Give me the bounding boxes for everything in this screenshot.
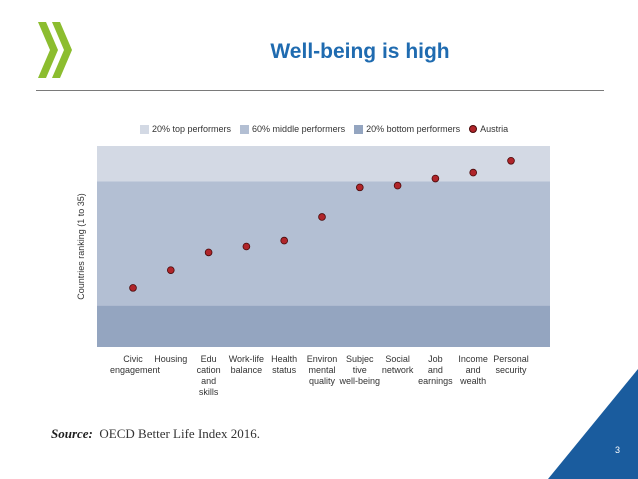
legend-label-1: 60% middle performers: [252, 124, 346, 134]
chart-legend: 20% top performers 60% middle performers 2…: [140, 122, 517, 136]
slide-title: Well-being is high: [270, 40, 450, 63]
chart: Countries ranking (1 to 35): [76, 146, 550, 347]
category-label-6: Subjec tive well-being: [339, 354, 381, 386]
legend-item-3: Austria: [469, 124, 508, 134]
legend-dot-icon: [469, 125, 478, 133]
y-axis-label: Countries ranking (1 to 35): [76, 193, 86, 300]
band-1: [97, 181, 550, 306]
category-label-7: Social network: [381, 354, 414, 375]
austria-point-0: [129, 284, 137, 292]
source-text: OECD Better Life Index 2016.: [99, 426, 261, 441]
category-label-0: Civic engagement: [110, 354, 161, 375]
legend-item-2: 20% bottom performers: [354, 124, 460, 134]
category-label-9: Income and wealth: [458, 354, 488, 386]
page-number: 3: [614, 445, 620, 455]
category-label-8: Job and earnings: [418, 354, 453, 386]
austria-point-7: [393, 181, 402, 190]
austria-point-10: [507, 156, 515, 165]
austria-point-2: [204, 248, 213, 257]
legend-item-0: 20% top performers: [140, 124, 231, 134]
legend-item-1: 60% middle performers: [240, 124, 345, 134]
legend-swatch-2: [354, 124, 364, 134]
austria-point-1: [167, 266, 175, 274]
austria-point-5: [318, 213, 326, 221]
category-label-10: Personal security: [493, 354, 529, 375]
austria-point-9: [469, 168, 478, 177]
title-divider: [36, 90, 604, 91]
legend-label-0: 20% top performers: [152, 124, 232, 134]
category-label-4: Health status: [271, 354, 298, 375]
austria-point-8: [431, 174, 440, 183]
oecd-logo: [38, 22, 72, 78]
austria-point-3: [242, 242, 251, 251]
source-note: Source: OECD Better Life Index 2016.: [51, 426, 260, 442]
legend-swatch-0: [140, 124, 149, 134]
austria-point-4: [280, 236, 289, 245]
legend-swatch-1: [240, 124, 250, 134]
category-label-2: Edu cation and skills: [196, 354, 221, 397]
legend-label-3: Austria: [480, 124, 509, 134]
source-label: Source:: [51, 426, 93, 441]
austria-point-6: [355, 183, 364, 192]
category-label-5: Environ mental quality: [306, 354, 338, 386]
category-label-3: Work-life balance: [228, 354, 265, 375]
band-0: [97, 146, 550, 182]
legend-label-2: 20% bottom performers: [366, 124, 461, 134]
band-2: [97, 305, 550, 347]
category-label-1: Housing: [154, 354, 188, 364]
corner-decoration: [548, 369, 638, 479]
